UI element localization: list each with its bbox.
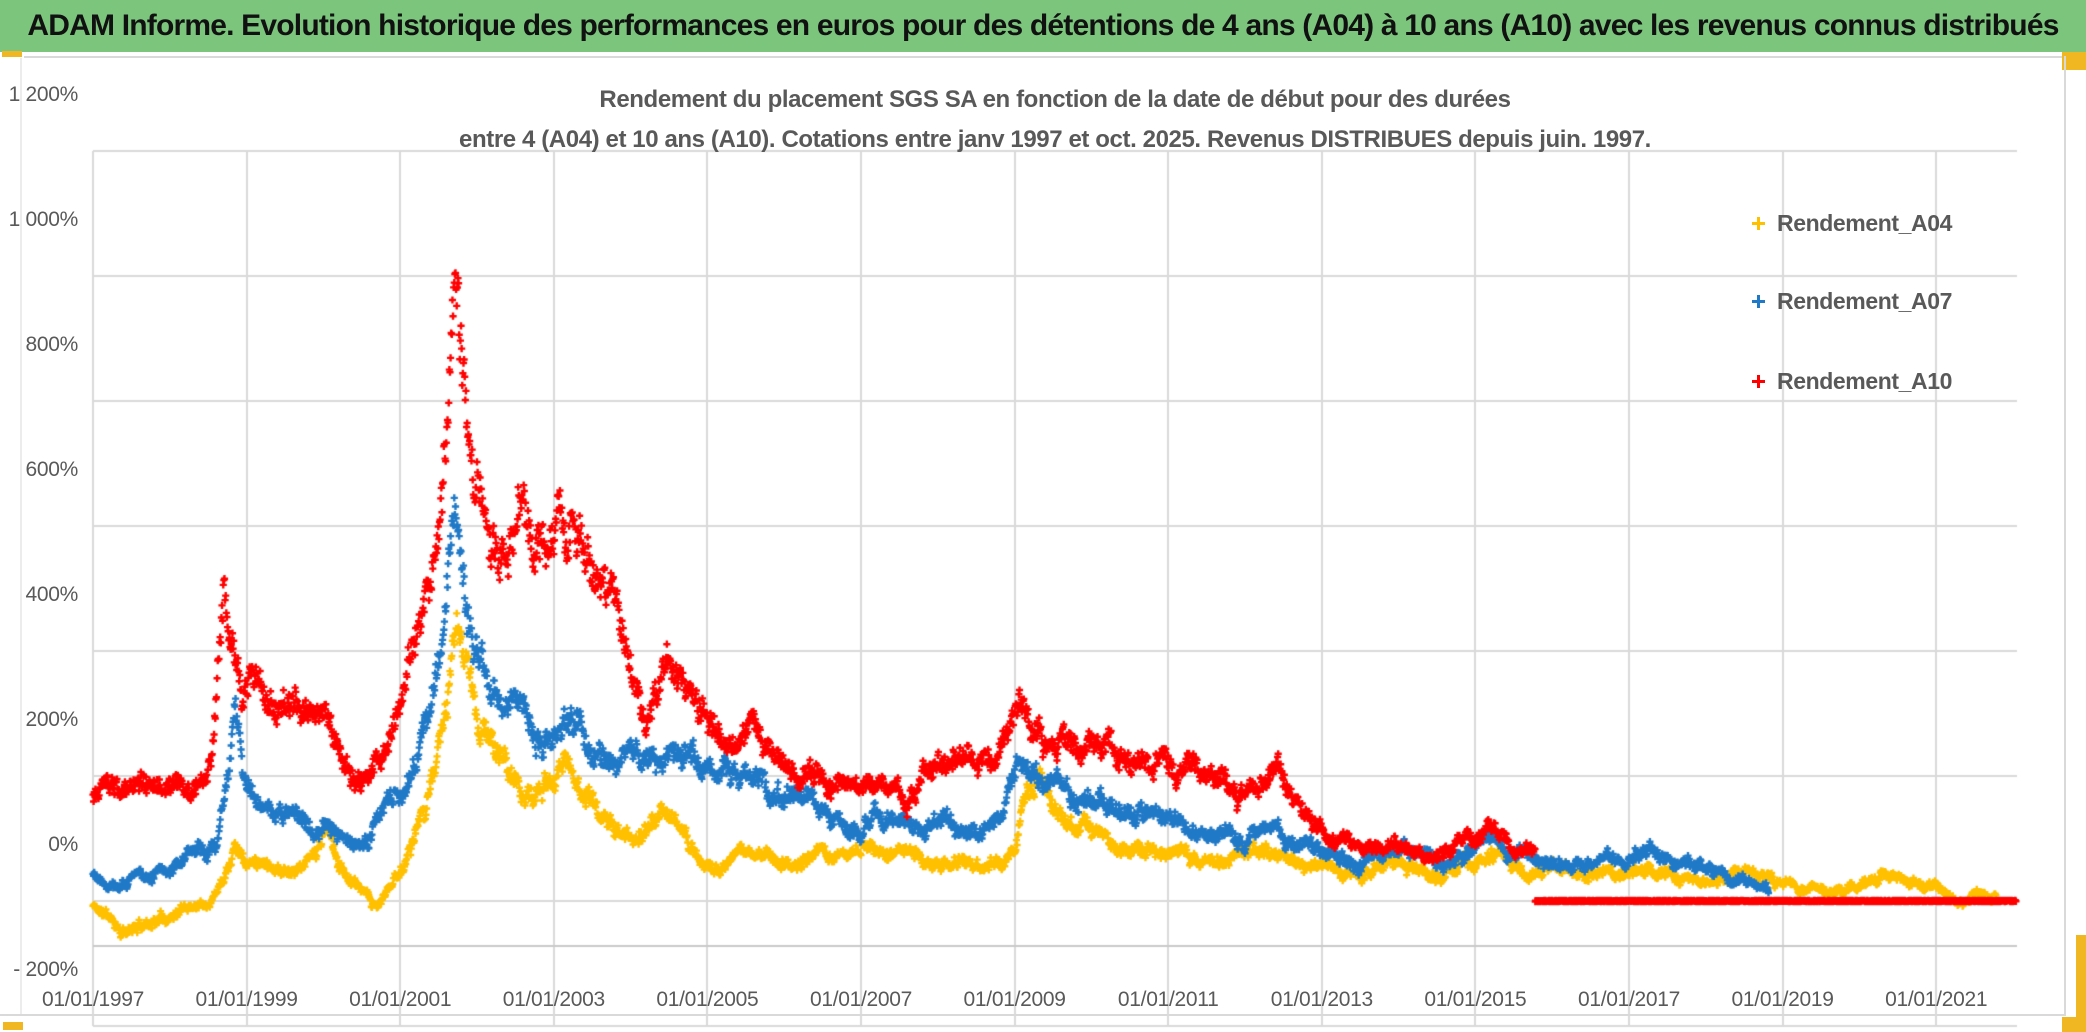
chart-title-line2: entre 4 (A04) et 10 ans (A10). Cotations… — [459, 126, 1651, 153]
x-axis-label: 01/01/1997 — [41, 988, 145, 1011]
plus-marker-icon — [1752, 374, 1765, 388]
scatter-plot-canvas — [0, 56, 2086, 1032]
y-axis-label: 1 000% — [8, 208, 79, 231]
y-axis-label: 600% — [25, 458, 78, 481]
chart-title-line1: Rendement du placement SGS SA en fonctio… — [599, 86, 1511, 113]
y-axis-label: 1 200% — [8, 83, 79, 106]
x-axis-label: 01/01/2005 — [656, 988, 759, 1011]
x-axis-label: 01/01/2001 — [349, 988, 452, 1011]
x-axis-label: 01/01/2009 — [963, 988, 1066, 1011]
plus-marker-icon — [1752, 216, 1765, 230]
x-axis-label: 01/01/2015 — [1424, 988, 1527, 1011]
y-axis-label: 0% — [48, 833, 78, 856]
legend-item-label: Rendement_A07 — [1777, 287, 1953, 314]
header-title: ADAM Informe. Evolution historique des p… — [27, 9, 2059, 42]
plus-marker-icon — [1752, 294, 1765, 308]
header-bar: ADAM Informe. Evolution historique des p… — [0, 0, 2086, 52]
chart-area[interactable] — [0, 56, 2086, 1032]
chart-title: Rendement du placement SGS SA en fonctio… — [300, 80, 1810, 160]
corner-accent-top-left — [2, 51, 22, 57]
x-axis-label: 01/01/2013 — [1270, 988, 1373, 1011]
legend-item-rendement_a07[interactable]: Rendement_A07 — [1752, 286, 1952, 316]
x-axis-label: 01/01/2021 — [1885, 988, 1988, 1011]
x-axis-label: 01/01/2011 — [1117, 988, 1219, 1011]
legend-item-label: Rendement_A10 — [1777, 367, 1953, 394]
x-axis-label: 01/01/1999 — [195, 988, 298, 1011]
y-axis-label: 200% — [25, 708, 78, 731]
legend-item-rendement_a04[interactable]: Rendement_A04 — [1752, 208, 1952, 238]
x-axis-label: 01/01/2017 — [1577, 988, 1681, 1011]
y-axis-label: 800% — [25, 333, 78, 356]
x-axis-label: 01/01/2007 — [809, 988, 913, 1011]
y-axis-label: 400% — [25, 583, 78, 606]
y-axis-label: - 200% — [13, 958, 78, 981]
x-axis-label: 01/01/2019 — [1731, 988, 1834, 1011]
legend-item-label: Rendement_A04 — [1777, 209, 1953, 236]
legend-item-rendement_a10[interactable]: Rendement_A10 — [1752, 366, 1952, 396]
x-axis-label: 01/01/2003 — [502, 988, 605, 1011]
